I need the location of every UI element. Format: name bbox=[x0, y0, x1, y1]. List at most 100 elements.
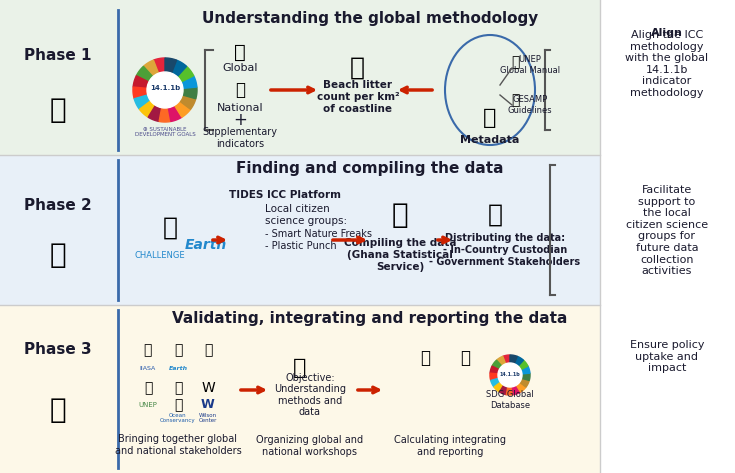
Text: - Smart Nature Freaks
- Plastic Punch: - Smart Nature Freaks - Plastic Punch bbox=[265, 229, 372, 251]
Text: 14.1.1b: 14.1.1b bbox=[150, 85, 180, 91]
Polygon shape bbox=[140, 90, 165, 117]
Polygon shape bbox=[494, 375, 510, 392]
Text: 🏖️: 🏖️ bbox=[351, 56, 365, 80]
Polygon shape bbox=[165, 60, 187, 90]
Text: 📋: 📋 bbox=[50, 396, 66, 424]
Text: 📋: 📋 bbox=[392, 201, 409, 229]
Polygon shape bbox=[492, 360, 510, 375]
Text: Local citizen
science groups:: Local citizen science groups: bbox=[265, 204, 347, 226]
Text: TIDES ICC Platform: TIDES ICC Platform bbox=[229, 190, 341, 200]
Circle shape bbox=[133, 58, 197, 122]
Text: National: National bbox=[217, 103, 263, 113]
Text: W: W bbox=[201, 398, 215, 412]
Text: 💡: 💡 bbox=[50, 96, 66, 124]
Text: Calculating integrating
and reporting: Calculating integrating and reporting bbox=[394, 435, 506, 457]
Text: Beach litter
count per km²
of coastline: Beach litter count per km² of coastline bbox=[317, 80, 399, 114]
Text: Phase 1: Phase 1 bbox=[24, 47, 92, 62]
Circle shape bbox=[498, 363, 522, 387]
Text: Phase 3: Phase 3 bbox=[24, 342, 92, 358]
FancyBboxPatch shape bbox=[0, 155, 735, 305]
Polygon shape bbox=[165, 90, 190, 117]
Text: Objective:
Understanding
methods and
data: Objective: Understanding methods and dat… bbox=[274, 373, 346, 417]
Text: Ensure policy
uptake and
impact: Ensure policy uptake and impact bbox=[630, 340, 704, 373]
Text: Supplementary
indicators: Supplementary indicators bbox=[203, 127, 278, 149]
Text: CHALLENGE: CHALLENGE bbox=[135, 251, 185, 260]
Polygon shape bbox=[137, 66, 165, 90]
Text: 🌊: 🌊 bbox=[173, 398, 182, 412]
Text: Earth: Earth bbox=[185, 238, 227, 252]
Polygon shape bbox=[510, 373, 530, 380]
Polygon shape bbox=[133, 76, 165, 90]
Polygon shape bbox=[165, 76, 197, 90]
Text: Global: Global bbox=[222, 63, 258, 73]
Text: ⊕ SUSTAINABLE
DEVELOPMENT GOALS: ⊕ SUSTAINABLE DEVELOPMENT GOALS bbox=[135, 127, 196, 137]
Polygon shape bbox=[491, 375, 510, 387]
Text: 📄: 📄 bbox=[511, 93, 519, 107]
Polygon shape bbox=[490, 366, 510, 375]
Polygon shape bbox=[135, 90, 165, 109]
Text: 🌍: 🌍 bbox=[144, 381, 152, 395]
Text: Validating, integrating and reporting the data: Validating, integrating and reporting th… bbox=[172, 310, 567, 325]
Text: 📊: 📊 bbox=[420, 349, 430, 367]
FancyBboxPatch shape bbox=[0, 305, 735, 473]
FancyBboxPatch shape bbox=[600, 0, 735, 473]
Text: Wilson
Center: Wilson Center bbox=[198, 412, 217, 423]
Text: W: W bbox=[201, 381, 215, 395]
Polygon shape bbox=[510, 375, 520, 394]
Text: SDG Global
Database: SDG Global Database bbox=[486, 390, 534, 410]
Text: IIASA: IIASA bbox=[140, 366, 156, 370]
Circle shape bbox=[147, 72, 183, 108]
Text: Finding and compiling the data: Finding and compiling the data bbox=[236, 160, 503, 175]
Text: 🌿: 🌿 bbox=[460, 349, 470, 367]
Text: GESAMP
Guidelines: GESAMP Guidelines bbox=[508, 95, 552, 114]
Polygon shape bbox=[143, 60, 165, 90]
Text: Facilitate
support to
the local
citizen science
groups for
future data
collectio: Facilitate support to the local citizen … bbox=[626, 185, 708, 276]
Polygon shape bbox=[510, 356, 523, 375]
Text: Phase 2: Phase 2 bbox=[24, 198, 92, 212]
Text: 🏛️: 🏛️ bbox=[144, 343, 152, 357]
Text: Earth: Earth bbox=[168, 366, 187, 370]
Polygon shape bbox=[148, 90, 165, 122]
Polygon shape bbox=[506, 375, 514, 395]
Text: 📊: 📊 bbox=[204, 343, 212, 357]
Text: 👥: 👥 bbox=[487, 203, 503, 227]
Polygon shape bbox=[154, 58, 165, 90]
Text: Bringing together global
and national stakeholders: Bringing together global and national st… bbox=[115, 434, 241, 456]
FancyBboxPatch shape bbox=[0, 0, 735, 155]
Polygon shape bbox=[510, 375, 526, 392]
Text: UNEP
Global Manual: UNEP Global Manual bbox=[500, 55, 560, 75]
Polygon shape bbox=[510, 360, 528, 375]
Polygon shape bbox=[497, 356, 510, 375]
Text: 🗣️: 🗣️ bbox=[293, 358, 306, 378]
Text: Align: Align bbox=[651, 28, 683, 38]
Text: +: + bbox=[233, 111, 247, 129]
Text: Organizing global and
national workshops: Organizing global and national workshops bbox=[257, 435, 364, 457]
Text: Align the ICC
methodology
with the global
14.1.1b
indicator
methodology: Align the ICC methodology with the globa… bbox=[625, 30, 709, 98]
Text: Metadata: Metadata bbox=[460, 135, 520, 145]
Polygon shape bbox=[165, 90, 182, 122]
Text: UNEP: UNEP bbox=[139, 402, 157, 408]
Polygon shape bbox=[165, 90, 196, 109]
Polygon shape bbox=[500, 375, 510, 394]
Text: 🌊: 🌊 bbox=[173, 381, 182, 395]
Text: Ocean
Conservancy: Ocean Conservancy bbox=[160, 412, 196, 423]
Polygon shape bbox=[510, 366, 530, 375]
Text: 📄: 📄 bbox=[484, 108, 497, 128]
Text: 🗺: 🗺 bbox=[235, 81, 245, 99]
Text: Understanding the global methodology: Understanding the global methodology bbox=[202, 10, 538, 26]
Polygon shape bbox=[159, 90, 171, 122]
Text: 📄: 📄 bbox=[511, 55, 519, 69]
Circle shape bbox=[490, 355, 530, 395]
Text: 🌍: 🌍 bbox=[162, 216, 177, 240]
Polygon shape bbox=[490, 373, 510, 380]
Text: 14.1.1b: 14.1.1b bbox=[500, 371, 520, 377]
Text: Distributing the data:
- In-Country Custodian
- Government Stakeholders: Distributing the data: - In-Country Cust… bbox=[429, 233, 581, 267]
Text: 🌐: 🌐 bbox=[234, 43, 246, 61]
Text: 🔍: 🔍 bbox=[50, 241, 66, 269]
Text: 🌿: 🌿 bbox=[173, 343, 182, 357]
Polygon shape bbox=[133, 87, 165, 99]
Polygon shape bbox=[510, 375, 529, 387]
Polygon shape bbox=[165, 66, 193, 90]
Polygon shape bbox=[165, 58, 176, 90]
Polygon shape bbox=[503, 355, 510, 375]
